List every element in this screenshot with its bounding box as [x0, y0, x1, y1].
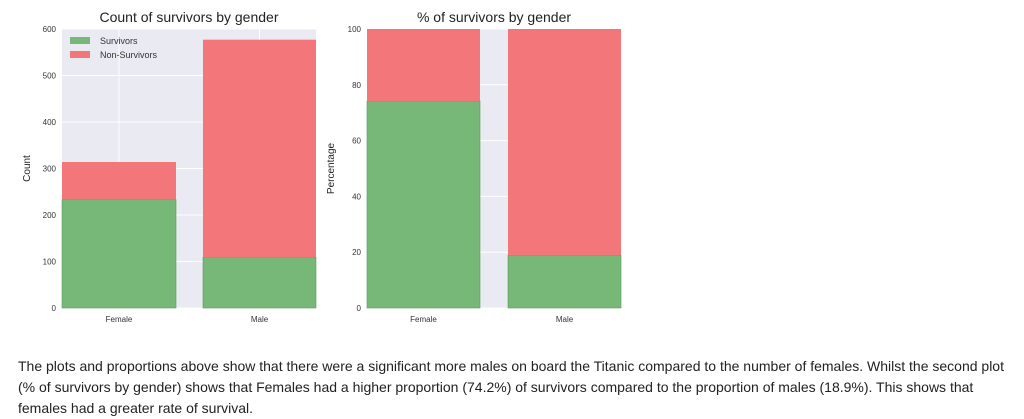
chart1-legend-swatch-survivors — [70, 37, 90, 44]
chart1-legend-label-survivors: Survivors — [100, 36, 138, 46]
chart2-ytick-4: 80 — [352, 81, 361, 90]
chart1-ytick-0: 0 — [52, 304, 57, 313]
chart2-bar-female-survivors — [366, 100, 481, 309]
chart1-xtick-female: Female — [106, 315, 133, 324]
chart2-xtick-male: Male — [556, 315, 574, 324]
chart2-bar-male-non-survivors — [508, 29, 621, 256]
caption-text: The plots and proportions above show tha… — [18, 358, 1004, 416]
chart2-ytick-0: 0 — [357, 304, 362, 313]
chart1-legend-label-non-survivors: Non-Survivors — [100, 50, 158, 60]
chart2-xtick-female: Female — [410, 315, 437, 324]
chart1-bar-female-non-survivors — [62, 161, 176, 200]
chart2-ytick-2: 40 — [352, 192, 361, 201]
chart1-ytick-2: 200 — [43, 211, 57, 220]
chart1-bar-male-non-survivors — [203, 39, 316, 258]
chart2-bar-male-survivors — [507, 254, 622, 309]
chart2-bar-female-non-survivors — [367, 29, 480, 101]
chart1-title: Count of survivors by gender — [100, 9, 279, 25]
chart1-ytick-4: 400 — [43, 118, 57, 127]
chart1-ylabel: Count — [22, 155, 33, 182]
chart1-ytick-1: 100 — [43, 258, 57, 267]
chart1-ytick-5: 500 — [43, 72, 57, 81]
chart1-bar-male-survivors — [202, 257, 317, 309]
chart1-legend-swatch-non-survivors — [70, 51, 90, 58]
chart2-ylabel: Percentage — [326, 142, 337, 194]
chart2-ytick-3: 60 — [352, 137, 361, 146]
chart1-bar-female-survivors — [61, 199, 177, 309]
chart2-ytick-5: 100 — [348, 25, 362, 34]
chart1-ytick-3: 300 — [43, 165, 57, 174]
chart2-title: % of survivors by gender — [417, 9, 571, 25]
chart1-ytick-6: 600 — [43, 25, 57, 34]
chart2-ytick-1: 20 — [352, 248, 361, 257]
chart1-xtick-male: Male — [251, 315, 269, 324]
